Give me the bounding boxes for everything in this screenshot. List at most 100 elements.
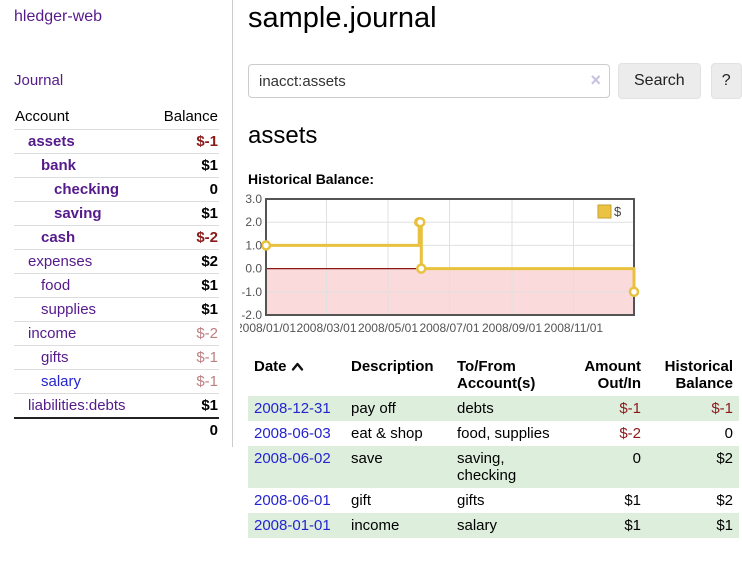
transaction-balance: $2 (716, 450, 733, 467)
transaction-date-link[interactable]: 2008-12-31 (254, 400, 331, 417)
y-tick-label: 0.0 (245, 262, 262, 276)
account-row: expenses $2 (14, 249, 219, 273)
account-balance: $1 (201, 205, 218, 222)
x-tick-label: 2008/07/01 (419, 321, 479, 335)
transaction-row: 2008-06-02 save saving, checking 0 $2 (248, 446, 739, 488)
transaction-amount: $1 (624, 517, 641, 534)
sidebar-item-journal[interactable]: Journal (14, 72, 64, 89)
search-button[interactable]: Search (618, 63, 701, 99)
help-button[interactable]: ? (710, 63, 742, 99)
accounts-total-row: 0 (14, 417, 219, 442)
account-row: cash $-2 (14, 225, 219, 249)
account-link[interactable]: checking (54, 181, 120, 198)
transaction-date-link[interactable]: 2008-06-03 (254, 425, 331, 442)
data-point-marker (628, 286, 640, 298)
y-tick-label: 3.0 (245, 193, 262, 206)
transactions-header-row: Date Description To/From Account(s) Amou… (248, 356, 739, 396)
legend-label: $ (614, 204, 622, 219)
transaction-row: 2008-01-01 income salary $1 $1 (248, 513, 739, 538)
account-link[interactable]: income (28, 325, 77, 342)
account-link[interactable]: gifts (41, 349, 69, 366)
accounts-list: assets $-1 bank $1 checking 0 saving $1 … (14, 129, 219, 417)
x-tick-label: 2008/03/01 (296, 321, 356, 335)
accounts-total-value: 0 (209, 422, 218, 439)
accounts-table-header: Account Balance (14, 105, 219, 129)
account-link[interactable]: food (41, 277, 71, 294)
search-input[interactable] (248, 64, 610, 98)
transaction-description: gift (351, 492, 372, 509)
x-tick-label: 2008/01/01 (240, 321, 296, 335)
transaction-row: 2008-06-03 eat & shop food, supplies $-2… (248, 421, 739, 446)
transaction-accounts: food, supplies (457, 425, 550, 442)
plot-border (265, 198, 635, 316)
transaction-date-link[interactable]: 2008-06-02 (254, 450, 331, 467)
transaction-accounts: saving, checking (457, 450, 517, 484)
transaction-balance: $-1 (711, 400, 733, 417)
account-balance: $-1 (196, 373, 218, 390)
page-title: sample.journal (248, 2, 437, 34)
y-tick-label: -2.0 (241, 308, 262, 322)
account-balance: $1 (201, 157, 218, 174)
transaction-accounts: gifts (457, 492, 485, 509)
account-link[interactable]: supplies (41, 301, 97, 318)
clear-search-icon[interactable]: × (590, 70, 601, 90)
y-tick-label: 2.0 (245, 215, 262, 229)
transaction-accounts: debts (457, 400, 494, 417)
account-link[interactable]: assets (28, 133, 75, 150)
balance-column-header-main: Historical Balance (664, 358, 733, 392)
app-brand-link[interactable]: hledger-web (14, 8, 103, 25)
transaction-amount: $1 (624, 492, 641, 509)
account-link[interactable]: liabilities:debts (28, 397, 126, 414)
account-link[interactable]: bank (41, 157, 77, 174)
account-row: supplies $1 (14, 297, 219, 321)
accounts-table: Account Balance assets $-1 bank $1 check… (14, 105, 219, 442)
transaction-amount: $-1 (619, 400, 641, 417)
main-content: sample.journal × Search ? assets Histori… (233, 0, 742, 582)
transaction-date-link[interactable]: 2008-06-01 (254, 492, 331, 509)
transaction-row: 2008-06-01 gift gifts $1 $2 (248, 488, 739, 513)
account-link[interactable]: salary (41, 373, 82, 390)
account-column-header: Account (15, 108, 70, 125)
account-link[interactable]: expenses (28, 253, 93, 270)
x-tick-label: 2008/11/01 (544, 321, 603, 335)
account-heading: assets (248, 122, 318, 149)
account-link[interactable]: cash (41, 229, 76, 246)
account-row: liabilities:debts $1 (14, 393, 219, 417)
transaction-balance: 0 (724, 425, 733, 442)
account-balance: 0 (209, 181, 218, 198)
transactions-table: Date Description To/From Account(s) Amou… (248, 356, 739, 538)
accounts-column-header: To/From Account(s) (457, 358, 536, 392)
account-balance: $-1 (196, 349, 218, 366)
date-column-header[interactable]: Date (248, 356, 345, 396)
account-link[interactable]: saving (54, 205, 102, 222)
description-column-header: Description (351, 358, 434, 375)
y-tick-label: 1.0 (245, 238, 262, 252)
account-balance: $-2 (196, 325, 218, 342)
transaction-description: eat & shop (351, 425, 423, 442)
data-point-marker (260, 240, 272, 251)
account-balance: $2 (201, 253, 218, 270)
x-tick-label: 2008/09/01 (482, 321, 542, 335)
transaction-description: save (351, 450, 383, 467)
amount-column-header: Amount Out/In (584, 358, 641, 392)
transaction-balance: $1 (716, 517, 733, 534)
transaction-amount: $-2 (619, 425, 641, 442)
account-balance: $1 (201, 397, 218, 414)
data-point-marker (416, 263, 427, 274)
transaction-balance: $2 (716, 492, 733, 509)
transaction-accounts: salary (457, 517, 498, 534)
x-tick-label: 2008/05/01 (358, 321, 418, 335)
account-row: salary $-1 (14, 369, 219, 393)
transaction-amount: 0 (632, 450, 641, 467)
transaction-description: pay off (351, 400, 396, 417)
account-balance: $1 (201, 277, 218, 294)
search-form: × Search ? (248, 63, 742, 99)
transaction-row: 2008-12-31 pay off debts $-1 $-1 (248, 396, 739, 421)
transaction-date-link[interactable]: 2008-01-01 (254, 517, 331, 534)
account-row: assets $-1 (14, 129, 219, 153)
y-tick-label: -1.0 (241, 285, 262, 299)
account-row: bank $1 (14, 153, 219, 177)
legend-swatch (597, 204, 612, 219)
